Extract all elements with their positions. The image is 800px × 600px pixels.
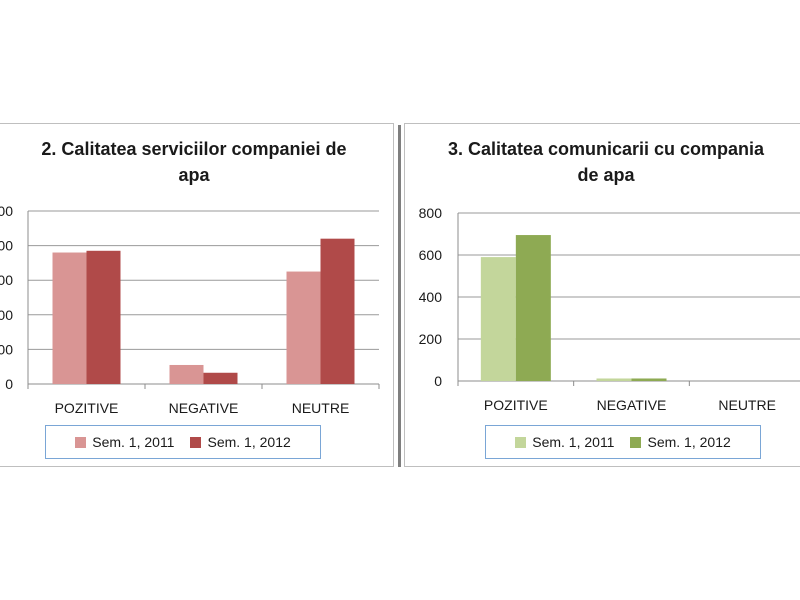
y-tick-label: 600 xyxy=(419,247,443,263)
chart-title-service-quality: 2. Calitatea serviciilor companiei de ap… xyxy=(0,136,389,188)
x-category-label: POZITIVE xyxy=(484,397,548,413)
bar-negative-series-2 xyxy=(203,372,238,384)
chart-panel-communication-quality: 3. Calitatea comunicarii cu compania de … xyxy=(404,123,800,467)
legend-item-2012: Sem. 1, 2012 xyxy=(630,434,731,450)
bar-negative-series-1 xyxy=(169,364,204,384)
bar-pozitive-series-1 xyxy=(480,257,516,381)
bar-chart-service-quality: 000000000000POZITIVENEGATIVENEUTRE xyxy=(0,203,380,416)
bar-negative-series-1 xyxy=(596,378,632,381)
chart-title-communication-quality: 3. Calitatea comunicarii cu compania de … xyxy=(411,136,800,188)
chart-title-line-1: 3. Calitatea comunicarii cu compania xyxy=(447,139,765,159)
y-tick-label: 800 xyxy=(419,205,443,221)
y-tick-label: 0 xyxy=(434,373,442,389)
legend-item-2011: Sem. 1, 2011 xyxy=(515,434,614,450)
bar-chart-communication-quality: 800 600 400 200 0 POZITIVE NEGATIVE NEUTRE xyxy=(419,205,800,413)
y-tick-label: 00 xyxy=(0,341,13,357)
bar-pozitive-series-2 xyxy=(515,235,551,381)
x-category-label: POZITIVE xyxy=(55,400,119,416)
x-category-label: NEGATIVE xyxy=(597,397,667,413)
y-tick-label: 00 xyxy=(0,272,13,288)
bar-neutre-series-2 xyxy=(320,238,355,384)
bar-pozitive-series-1 xyxy=(52,252,87,384)
legend-label-2011: Sem. 1, 2011 xyxy=(532,434,615,450)
y-tick-label: 200 xyxy=(419,331,443,347)
legend-label-2012: Sem. 1, 2012 xyxy=(207,434,291,450)
legend-label-2012: Sem. 1, 2012 xyxy=(647,434,731,450)
chart-title-line-2: apa xyxy=(178,165,210,185)
legend-swatch-2011 xyxy=(75,436,87,448)
y-tick-label: 00 xyxy=(0,307,13,323)
bar-neutre-series-1 xyxy=(286,271,321,384)
legend-item-2012: Sem. 1, 2012 xyxy=(190,434,291,450)
legend-swatch-2012 xyxy=(630,436,642,448)
window-divider xyxy=(398,125,401,467)
chart-title-line-2: de apa xyxy=(577,165,635,185)
legend-swatch-2012 xyxy=(190,436,202,448)
bar-negative-series-2 xyxy=(631,378,667,381)
chart-legend: Sem. 1, 2011 Sem. 1, 2012 xyxy=(485,425,761,459)
legend-swatch-2011 xyxy=(515,436,527,448)
chart-panel-service-quality: 2. Calitatea serviciilor companiei de ap… xyxy=(0,123,394,467)
chart-legend: Sem. 1, 2011 Sem. 1, 2012 xyxy=(45,425,321,459)
legend-label-2011: Sem. 1, 2011 xyxy=(92,434,175,450)
chart-title-line-1: 2. Calitatea serviciilor companiei de xyxy=(41,139,347,159)
y-tick-label: 0 xyxy=(5,376,13,392)
x-category-label: NEUTRE xyxy=(718,397,776,413)
y-tick-label: 400 xyxy=(419,289,443,305)
y-tick-label: 00 xyxy=(0,238,13,254)
y-tick-label: 000 xyxy=(0,203,13,219)
legend-item-2011: Sem. 1, 2011 xyxy=(75,434,174,450)
bar-pozitive-series-2 xyxy=(86,250,121,384)
x-category-label: NEUTRE xyxy=(292,400,350,416)
x-category-label: NEGATIVE xyxy=(169,400,239,416)
